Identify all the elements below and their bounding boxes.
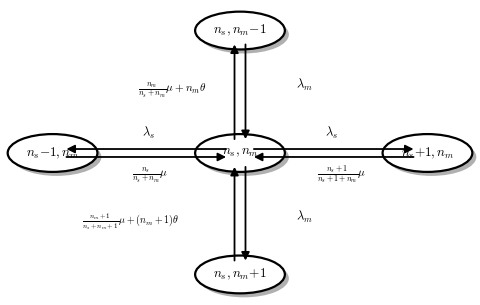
Ellipse shape (195, 256, 285, 293)
Ellipse shape (195, 134, 285, 172)
Text: $n_s{-}1, n_m$: $n_s{-}1, n_m$ (26, 145, 79, 161)
Ellipse shape (8, 134, 97, 172)
Ellipse shape (195, 12, 285, 49)
Ellipse shape (199, 138, 289, 176)
Text: $n_s, n_m{-}1$: $n_s, n_m{-}1$ (213, 23, 267, 38)
Text: $n_s{+}1, n_m$: $n_s{+}1, n_m$ (401, 145, 454, 161)
Text: $\lambda_m$: $\lambda_m$ (297, 77, 313, 93)
Text: $\lambda_s$: $\lambda_s$ (142, 125, 155, 141)
Text: $\lambda_s$: $\lambda_s$ (325, 125, 338, 141)
Ellipse shape (199, 260, 289, 297)
Text: $\frac{n_s}{n_s+n_m}\mu$: $\frac{n_s}{n_s+n_m}\mu$ (132, 165, 168, 185)
Ellipse shape (199, 16, 289, 53)
Ellipse shape (383, 134, 472, 172)
Text: $\lambda_m$: $\lambda_m$ (297, 209, 313, 225)
Text: $n_s, n_m$: $n_s, n_m$ (222, 146, 258, 160)
Text: $n_s, n_m{+}1$: $n_s, n_m{+}1$ (213, 267, 267, 282)
Ellipse shape (12, 138, 101, 176)
Ellipse shape (386, 138, 476, 176)
Text: $\frac{n_m}{n_s+n_m}\mu+n_m\theta$: $\frac{n_m}{n_s+n_m}\mu+n_m\theta$ (138, 81, 206, 100)
Text: $\frac{n_m+1}{n_s+n_m+1}\mu+(n_m+1)\theta$: $\frac{n_m+1}{n_s+n_m+1}\mu+(n_m+1)\thet… (82, 211, 179, 232)
Text: $\frac{n_s+1}{n_s+1+n_m}\mu$: $\frac{n_s+1}{n_s+1+n_m}\mu$ (317, 164, 366, 186)
